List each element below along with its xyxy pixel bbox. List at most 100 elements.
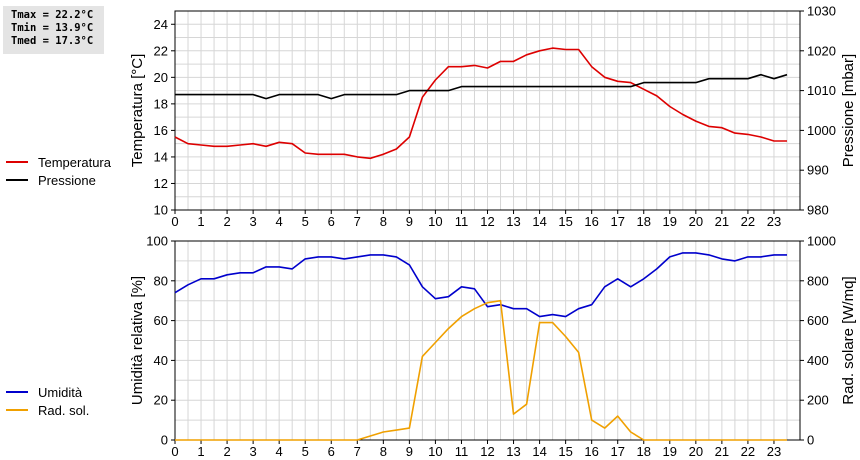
x-tick-label: 7 (354, 444, 361, 459)
x-tick-label: 2 (223, 214, 230, 229)
x-tick-label: 17 (610, 214, 624, 229)
y2-tick-label: 980 (807, 203, 829, 218)
x-tick-label: 23 (767, 214, 781, 229)
x-tick-label: 23 (767, 444, 781, 459)
x-tick-label: 21 (715, 214, 729, 229)
y-tick-label: 22 (154, 43, 168, 58)
x-tick-label: 21 (715, 444, 729, 459)
tmax-label: Tmax = 22.2°C (11, 9, 94, 21)
y2-tick-label: 1000 (807, 123, 836, 138)
y2-axis-title: Rad. solare [W/mq] (840, 276, 857, 404)
legend-label-pressione: Pressione (38, 172, 96, 188)
y2-tick-label: 800 (807, 273, 829, 288)
y-tick-label: 10 (154, 203, 168, 218)
y2-tick-label: 0 (807, 433, 814, 448)
x-tick-label: 5 (302, 214, 309, 229)
x-tick-label: 9 (406, 214, 413, 229)
y2-tick-label: 1010 (807, 83, 836, 98)
legend-top: Temperatura Pressione (6, 153, 111, 189)
x-tick-label: 15 (558, 214, 572, 229)
x-tick-label: 13 (506, 444, 520, 459)
series-line-rad-sol (175, 299, 787, 441)
x-tick-label: 16 (584, 214, 598, 229)
legend-swatch-umidita (6, 391, 28, 393)
y-tick-label: 60 (154, 313, 168, 328)
legend-item-radsol: Rad. sol. (6, 401, 89, 419)
y2-tick-label: 990 (807, 163, 829, 178)
x-tick-label: 8 (380, 214, 387, 229)
legend-item-temperatura: Temperatura (6, 153, 111, 171)
x-tick-label: 19 (663, 214, 677, 229)
y-tick-label: 40 (154, 353, 168, 368)
x-tick-label: 20 (689, 214, 703, 229)
legend-swatch-pressione (6, 179, 28, 181)
x-tick-label: 1 (197, 214, 204, 229)
x-tick-label: 14 (532, 444, 546, 459)
x-tick-label: 18 (637, 444, 651, 459)
x-tick-label: 22 (741, 444, 755, 459)
x-tick-label: 18 (637, 214, 651, 229)
series-line-temperatura (174, 47, 787, 160)
x-tick-label: 9 (406, 444, 413, 459)
legend-bottom: Umidità Rad. sol. (6, 383, 89, 419)
y2-tick-label: 400 (807, 353, 829, 368)
x-tick-label: 19 (663, 444, 677, 459)
x-tick-label: 4 (276, 444, 283, 459)
y-tick-label: 14 (154, 149, 168, 164)
y-tick-label: 12 (154, 176, 168, 191)
series-line-pressione (175, 73, 788, 100)
x-tick-label: 10 (428, 214, 442, 229)
x-tick-label: 13 (506, 214, 520, 229)
x-tick-label: 10 (428, 444, 442, 459)
y2-tick-label: 1020 (807, 43, 836, 58)
x-tick-label: 0 (171, 214, 178, 229)
y-tick-label: 20 (154, 70, 168, 85)
tmin-label: Tmin = 13.9°C (11, 22, 94, 34)
x-tick-label: 3 (250, 214, 257, 229)
y-tick-label: 80 (154, 273, 168, 288)
x-tick-label: 17 (610, 444, 624, 459)
x-tick-label: 1 (197, 444, 204, 459)
stats-box: Tmax = 22.2°C Tmin = 13.9°C Tmed = 17.3°… (3, 6, 104, 54)
y-axis-title: Temperatura [°C] (129, 54, 146, 168)
x-tick-label: 6 (328, 214, 335, 229)
y2-tick-label: 600 (807, 313, 829, 328)
x-tick-label: 11 (455, 214, 469, 229)
legend-item-pressione: Pressione (6, 171, 111, 189)
x-tick-label: 0 (171, 444, 178, 459)
x-tick-label: 5 (302, 444, 309, 459)
legend-swatch-radsol (6, 409, 28, 411)
chart-2: 0 1 2 3 4 5 6 7 8 9 10 11 12 13 14 15 16 17 18 19 20 21 22 2302… (129, 234, 857, 460)
y-tick-label: 16 (154, 123, 168, 138)
y2-tick-label: 1030 (807, 4, 836, 19)
x-tick-label: 4 (276, 214, 283, 229)
x-tick-label: 20 (689, 444, 703, 459)
x-tick-label: 6 (328, 444, 335, 459)
x-tick-label: 16 (584, 444, 598, 459)
x-tick-label: 11 (455, 444, 469, 459)
legend-label-temperatura: Temperatura (38, 154, 111, 170)
x-tick-label: 15 (558, 444, 572, 459)
y-tick-label: 18 (154, 96, 168, 111)
legend-item-umidita: Umidità (6, 383, 89, 401)
x-tick-label: 8 (380, 444, 387, 459)
legend-swatch-temperatura (6, 161, 28, 163)
x-tick-label: 7 (354, 214, 361, 229)
y-tick-label: 100 (146, 234, 168, 249)
series-line-umidit (174, 252, 787, 318)
x-tick-label: 3 (250, 444, 257, 459)
y2-tick-label: 200 (807, 393, 829, 408)
x-tick-label: 2 (223, 444, 230, 459)
legend-label-umidita: Umidità (38, 384, 83, 400)
y-tick-label: 20 (154, 393, 168, 408)
x-tick-label: 12 (480, 444, 494, 459)
y-tick-label: 0 (161, 433, 168, 448)
legend-label-radsol: Rad. sol. (38, 402, 90, 418)
chart-1: 0 1 2 3 4 5 6 7 8 9 10 11 12 13 14 15 16 17 18 19 20 21 22 2310… (129, 4, 857, 230)
y-axis-title: Umidità relativa [%] (129, 276, 146, 405)
x-tick-label: 22 (741, 214, 755, 229)
x-tick-label: 12 (480, 214, 494, 229)
y2-axis-title: Pressione [mbar] (840, 54, 857, 167)
y2-tick-label: 1000 (807, 234, 836, 249)
